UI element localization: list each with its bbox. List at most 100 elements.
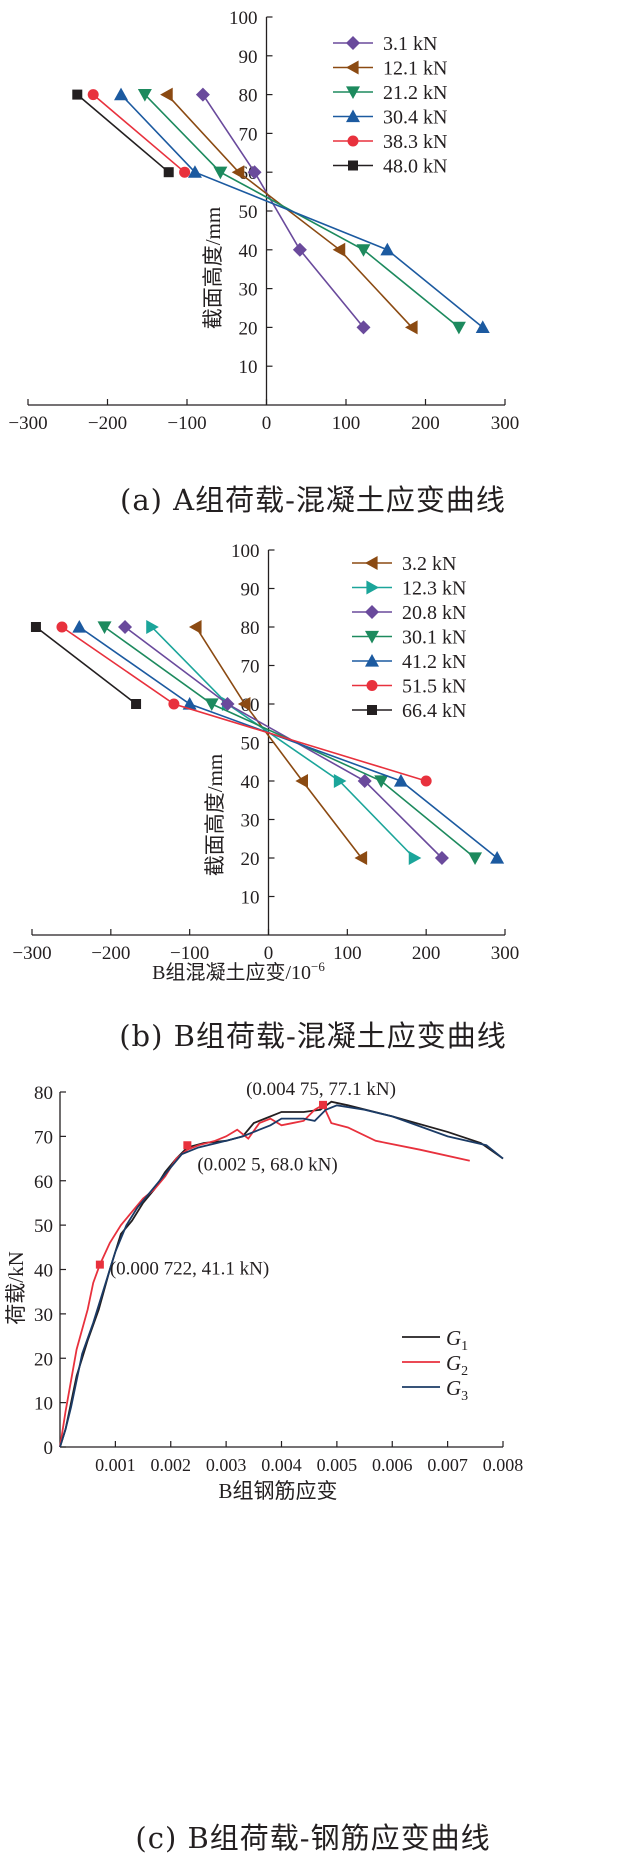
a-data-point [247,165,262,180]
a-x-tick-label: 0 [262,413,272,434]
b-data-point [182,697,197,710]
a-legend-label: 30.4 kN [383,107,447,129]
b-series-line [195,626,363,859]
a-data-point [292,242,307,257]
b-data-point [72,620,87,633]
b-y-tick-label: 10 [241,888,260,909]
a-series-4 [87,89,191,178]
c-series-line-3 [59,1104,504,1448]
a-data-point [231,165,245,180]
b-y-tick-label: 30 [241,811,260,832]
b-data-point [118,620,133,634]
chart-panel-a: −300 −200 −100 0 100 200 300 10 20 30 40 50 60 70 80 90… [0,0,626,464]
b-legend-marker [365,605,379,619]
a-legend-marker [346,60,359,75]
a-legend-label: 3.1 kN [383,33,437,55]
c-y-tick-label: 80 [34,1083,53,1104]
b-y-tick-label: 20 [241,849,260,870]
a-y-tick-label: 80 [239,86,258,107]
b-x-tick-label: 0 [264,943,274,964]
b-data-point [220,697,235,711]
b-legend-label: 51.5 kN [402,676,466,698]
a-legend-marker [347,135,359,147]
a-data-point [163,167,174,178]
b-legend-marker [365,630,379,644]
b-x-tick-label: −100 [170,943,209,964]
c-annotation-label: (0.000 722, 41.1 kN) [110,1259,269,1280]
b-legend-marker [365,654,379,667]
a-x-tick-label: −100 [167,413,206,434]
a-y-tick-label: 70 [239,124,258,145]
c-legend-label: G2 [446,1351,468,1379]
caption-a: (a) A组荷载-混凝土应变曲线 [120,483,506,517]
a-legend-marker [346,109,360,123]
c-y-tick-label: 30 [34,1305,53,1326]
b-data-point [168,698,180,710]
b-legend-label: 30.1 kN [402,627,466,649]
b-data-point [188,620,202,634]
a-series-0 [195,87,371,335]
b-data-point [420,775,432,787]
a-data-point [187,165,202,178]
a-y-tick-label: 90 [239,47,258,68]
c-annotation-label: (0.004 75, 77.1 kN) [246,1079,396,1100]
a-series-line [76,93,170,173]
a-legend-marker [346,36,360,50]
b-data-point [131,699,142,709]
a-y-tick-label: 10 [239,357,258,378]
b-legend-marker [366,680,378,691]
a-data-point [160,87,173,102]
c-x-tick-label: 0.007 [427,1455,468,1475]
a-x-tick-label: −300 [8,413,47,434]
chart-b: −300−200−1000100200300102030405060708090… [12,541,519,984]
b-data-point [295,774,308,788]
c-y-tick-label: 20 [34,1349,53,1370]
b-series-5 [56,621,432,787]
c-x-label: B组钢筋应变 [218,1479,337,1503]
a-data-point [356,320,371,335]
b-legend-marker [366,580,379,595]
a-series-line [92,93,186,173]
a-data-point [137,89,152,102]
c-annotation-marker [319,1100,328,1109]
b-data-point [408,851,422,865]
c-y-tick-label: 0 [44,1438,54,1459]
a-data-point [213,166,228,180]
b-series-0 [188,620,368,865]
b-series-line [35,626,137,705]
b-series-6 [30,622,142,709]
a-legend-marker [348,160,358,171]
c-x-tick-label: 0.005 [317,1455,358,1475]
c-x-tick-label: 0.003 [206,1455,247,1475]
chart-panel-b: −300−200−1000100200300102030405060708090… [0,535,626,1020]
b-y-label: 截面高度/mm [203,754,227,877]
b-x-tick-label: −300 [12,943,51,964]
c-legend-label: G3 [446,1376,468,1404]
a-data-point [451,321,466,335]
caption-b: (b) B组荷载-混凝土应变曲线 [119,1019,507,1053]
a-data-point [179,166,191,178]
a-y-tick-label: 40 [239,241,258,262]
c-y-tick-label: 10 [34,1394,53,1415]
a-x-tick-label: 300 [491,413,520,434]
a-legend-label: 48.0 kN [383,156,447,178]
a-series-line [144,94,460,329]
chart-panel-c: 0.001 0.002 0.003 0.004 0.005 0.006 0.007 0.008… [0,1070,626,1810]
a-data-point [332,242,346,257]
a-data-point [356,244,371,257]
a-series-5 [72,89,174,178]
b-x-tick-label: 200 [412,943,441,964]
b-series-1 [146,620,422,865]
a-data-point [475,320,490,333]
a-x-tick-label: 200 [411,413,440,434]
c-x-tick-label: 0.002 [151,1455,192,1475]
c-y-label: 荷载/kN [4,1251,28,1325]
b-x-label: B组混凝土应变/10−6 [152,959,325,984]
a-data-point [380,242,395,256]
caption-c: (c) B组荷载-钢筋应变曲线 [135,1821,491,1855]
b-y-tick-label: 80 [241,618,260,639]
a-y-tick-label: 20 [239,318,258,339]
a-legend-label: 21.2 kN [383,82,447,104]
c-annotation-marker [183,1141,192,1150]
b-data-point [30,622,41,632]
